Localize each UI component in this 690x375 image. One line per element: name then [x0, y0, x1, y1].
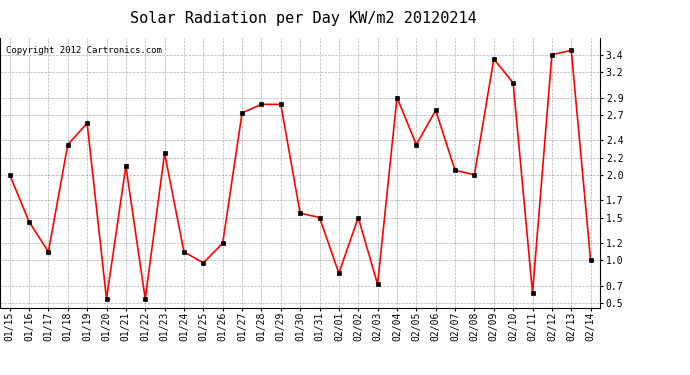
Text: Solar Radiation per Day KW/m2 20120214: Solar Radiation per Day KW/m2 20120214	[130, 11, 477, 26]
Text: Copyright 2012 Cartronics.com: Copyright 2012 Cartronics.com	[6, 46, 162, 55]
